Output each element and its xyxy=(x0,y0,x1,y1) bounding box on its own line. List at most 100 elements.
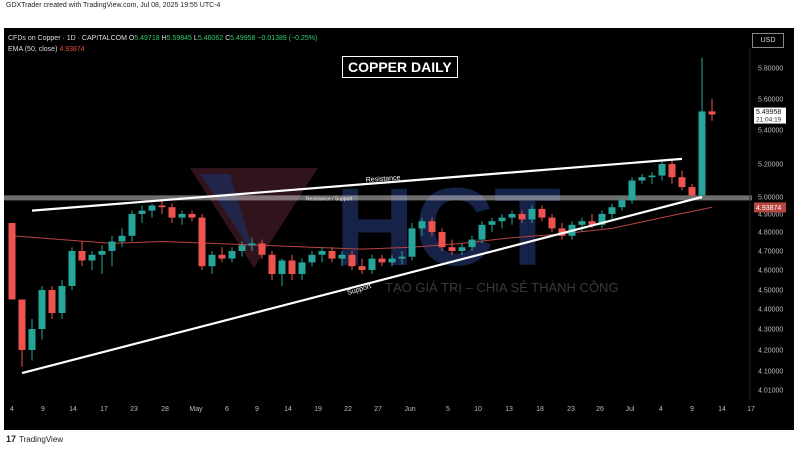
x-tick-label: 17 xyxy=(747,406,755,413)
currency-button[interactable]: USD xyxy=(752,33,784,48)
candle xyxy=(128,210,136,242)
candle-body xyxy=(148,205,156,211)
y-tick-label: 5.60000 xyxy=(758,97,783,104)
candle-body xyxy=(448,247,456,251)
candle xyxy=(598,210,606,229)
candle xyxy=(698,57,706,197)
candle xyxy=(78,241,86,267)
y-tick-label: 4.90000 xyxy=(758,212,783,219)
legend-open: 5.49718 xyxy=(134,35,160,42)
x-tick-label: 17 xyxy=(100,406,108,413)
candle-body xyxy=(248,243,256,246)
candle-body xyxy=(548,217,556,229)
x-tick-label: Jul xyxy=(626,406,635,413)
candle xyxy=(678,170,686,191)
x-tick-label: 5 xyxy=(446,406,450,413)
candle xyxy=(248,237,256,251)
candle-body xyxy=(498,217,506,222)
candle-body xyxy=(318,251,326,255)
candle xyxy=(108,235,116,267)
candle-body xyxy=(328,251,336,259)
y-tick-label: 4.80000 xyxy=(758,230,783,237)
y-tick-label: 5.80000 xyxy=(758,66,783,73)
axes: 5.80000 5.60000 5.40000 5.20000 5.00000 4.900… xyxy=(10,48,786,413)
candle xyxy=(578,217,586,232)
candle xyxy=(528,205,536,223)
candle xyxy=(358,258,366,274)
candle-body xyxy=(138,210,146,214)
candle xyxy=(708,99,716,121)
candle-body xyxy=(668,164,676,178)
candle-body xyxy=(348,254,356,267)
y-tick-label: 4.10000 xyxy=(758,369,783,376)
x-tick-label: 26 xyxy=(596,406,604,413)
candle xyxy=(48,286,56,319)
candle-body xyxy=(688,187,696,196)
candle xyxy=(348,251,356,270)
candle-body xyxy=(598,214,606,225)
candle xyxy=(668,160,676,184)
candle-body xyxy=(298,262,306,274)
candle xyxy=(8,223,16,300)
x-tick-label: 18 xyxy=(536,406,544,413)
candle xyxy=(148,203,156,218)
x-tick-label: 27 xyxy=(374,406,382,413)
x-tick-label: 6 xyxy=(225,406,229,413)
candle xyxy=(218,247,226,263)
candle-body xyxy=(378,258,386,263)
footer: 17 TradingView xyxy=(6,434,63,444)
candle xyxy=(378,254,386,267)
legend-high: 5.59845 xyxy=(166,35,192,42)
chart-frame xyxy=(4,28,794,430)
x-tick-label: 4 xyxy=(10,406,14,413)
legend-symbol: CFDs on Copper · 1D · CAPITALCOM xyxy=(8,35,127,42)
candle xyxy=(398,251,406,265)
support-resistance-zone: Resistance / Support xyxy=(4,195,752,202)
x-tick-label: 13 xyxy=(505,406,513,413)
candle-body xyxy=(108,241,116,251)
candle-body xyxy=(208,254,216,267)
ema-price-label: 4.93874 xyxy=(754,202,786,213)
candle xyxy=(118,228,126,248)
candle-body xyxy=(358,266,366,270)
footer-brand: TradingView xyxy=(19,434,64,444)
legend-ema-label: EMA (50, close) xyxy=(8,46,58,53)
x-tick-label: 4 xyxy=(659,406,663,413)
legend-close: 5.49958 xyxy=(230,35,256,42)
candle-body xyxy=(258,243,266,255)
candle xyxy=(198,214,206,270)
candle-body xyxy=(238,245,246,251)
candle xyxy=(518,210,526,223)
candle-body xyxy=(88,254,96,261)
candle-body xyxy=(198,217,206,267)
candle xyxy=(178,210,186,225)
candle xyxy=(278,258,286,286)
candle-body xyxy=(48,290,56,313)
x-tick-label: 14 xyxy=(718,406,726,413)
legend-l-label: L xyxy=(193,35,198,42)
zone-label: Resistance / Support xyxy=(306,196,353,202)
candle-body xyxy=(368,258,376,270)
candle-body xyxy=(218,254,226,259)
candle xyxy=(688,183,696,197)
watermark-tagline: TẠO GIÁ TRỊ – CHIA SẺ THÀNH CÔNG xyxy=(385,280,619,295)
candle xyxy=(458,243,466,255)
candle-body xyxy=(28,329,36,350)
watermark-logo-shard-icon xyxy=(200,174,254,254)
x-tick-label: 23 xyxy=(130,406,138,413)
y-tick-label: 5.00000 xyxy=(758,195,783,202)
candle xyxy=(468,235,476,251)
candle xyxy=(98,245,106,274)
candle-body xyxy=(398,256,406,259)
candle-body xyxy=(618,200,626,208)
candle xyxy=(558,223,566,240)
candle-body xyxy=(638,177,646,181)
candle-body xyxy=(658,164,666,176)
y-tick-label: 4.40000 xyxy=(758,307,783,314)
x-tick-label: May xyxy=(189,406,203,413)
candle-body xyxy=(528,208,536,220)
candle-body xyxy=(518,214,526,220)
